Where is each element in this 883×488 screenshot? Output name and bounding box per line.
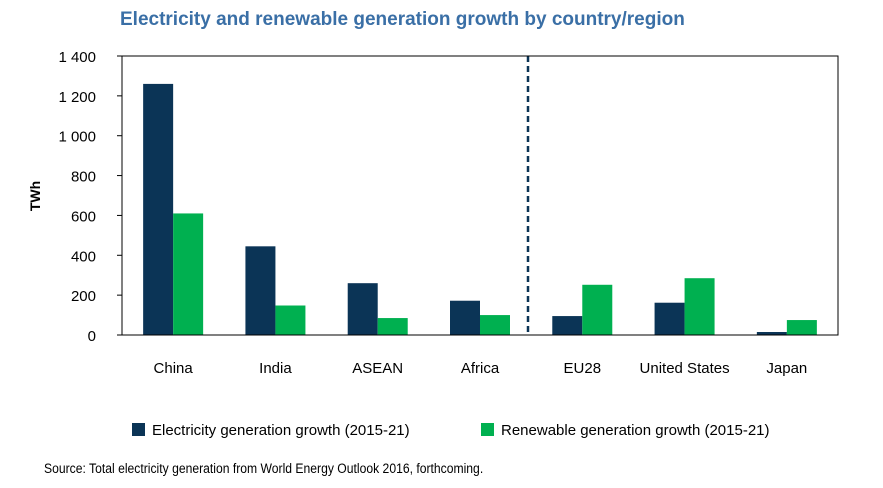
legend-swatch-renewable: [481, 423, 494, 436]
category-label: United States: [640, 360, 730, 377]
plot-frame: [121, 55, 839, 336]
category-label: ASEAN: [352, 360, 403, 377]
bar-renewable-united-states: [684, 278, 715, 335]
bars: [143, 83, 817, 336]
bar-renewable-japan: [786, 320, 817, 335]
legend-swatch-electricity: [132, 423, 145, 436]
category-label: Africa: [461, 360, 500, 377]
bar-renewable-eu28: [582, 284, 613, 335]
bar-electricity-africa: [450, 300, 480, 335]
y-tick-label: 200: [71, 288, 96, 305]
y-axis-label: TWh: [27, 181, 43, 211]
y-tick-label: 1 400: [58, 49, 96, 66]
y-tick-label: 1 200: [58, 89, 96, 106]
source-note: Source: Total electricity generation fro…: [44, 461, 484, 476]
bar-electricity-asean: [347, 283, 378, 335]
legend-label-electricity: Electricity generation growth (2015-21): [152, 422, 410, 439]
legend: Electricity generation growth (2015-21) …: [132, 422, 770, 439]
bar-electricity-united-states: [654, 302, 685, 335]
y-tick-label: 600: [71, 208, 96, 225]
bar-electricity-china: [143, 83, 174, 336]
legend-label-renewable: Renewable generation growth (2015-21): [501, 422, 770, 439]
chart-title: Electricity and renewable generation gro…: [120, 9, 685, 30]
bar-electricity-japan: [756, 332, 787, 335]
bar-renewable-asean: [377, 318, 408, 335]
y-tick-label: 0: [88, 328, 96, 345]
category-labels: China India ASEAN Africa EU28 United States Ja…: [154, 360, 808, 377]
y-tick-label: 800: [71, 169, 96, 186]
y-tick-label: 400: [71, 248, 96, 265]
category-label: EU28: [564, 360, 602, 377]
bar-renewable-india: [275, 305, 306, 335]
bar-renewable-china: [173, 213, 204, 335]
category-label: China: [154, 360, 194, 377]
bar-electricity-india: [245, 246, 276, 335]
bar-renewable-africa: [480, 315, 510, 335]
category-label: India: [259, 360, 292, 377]
y-tick-label: 1 000: [58, 129, 96, 146]
y-axis-ticks: 0 200 400 600 800 1 000 1 200 1 400: [58, 49, 122, 345]
bar-electricity-eu28: [552, 316, 583, 335]
category-label: Japan: [766, 360, 807, 377]
